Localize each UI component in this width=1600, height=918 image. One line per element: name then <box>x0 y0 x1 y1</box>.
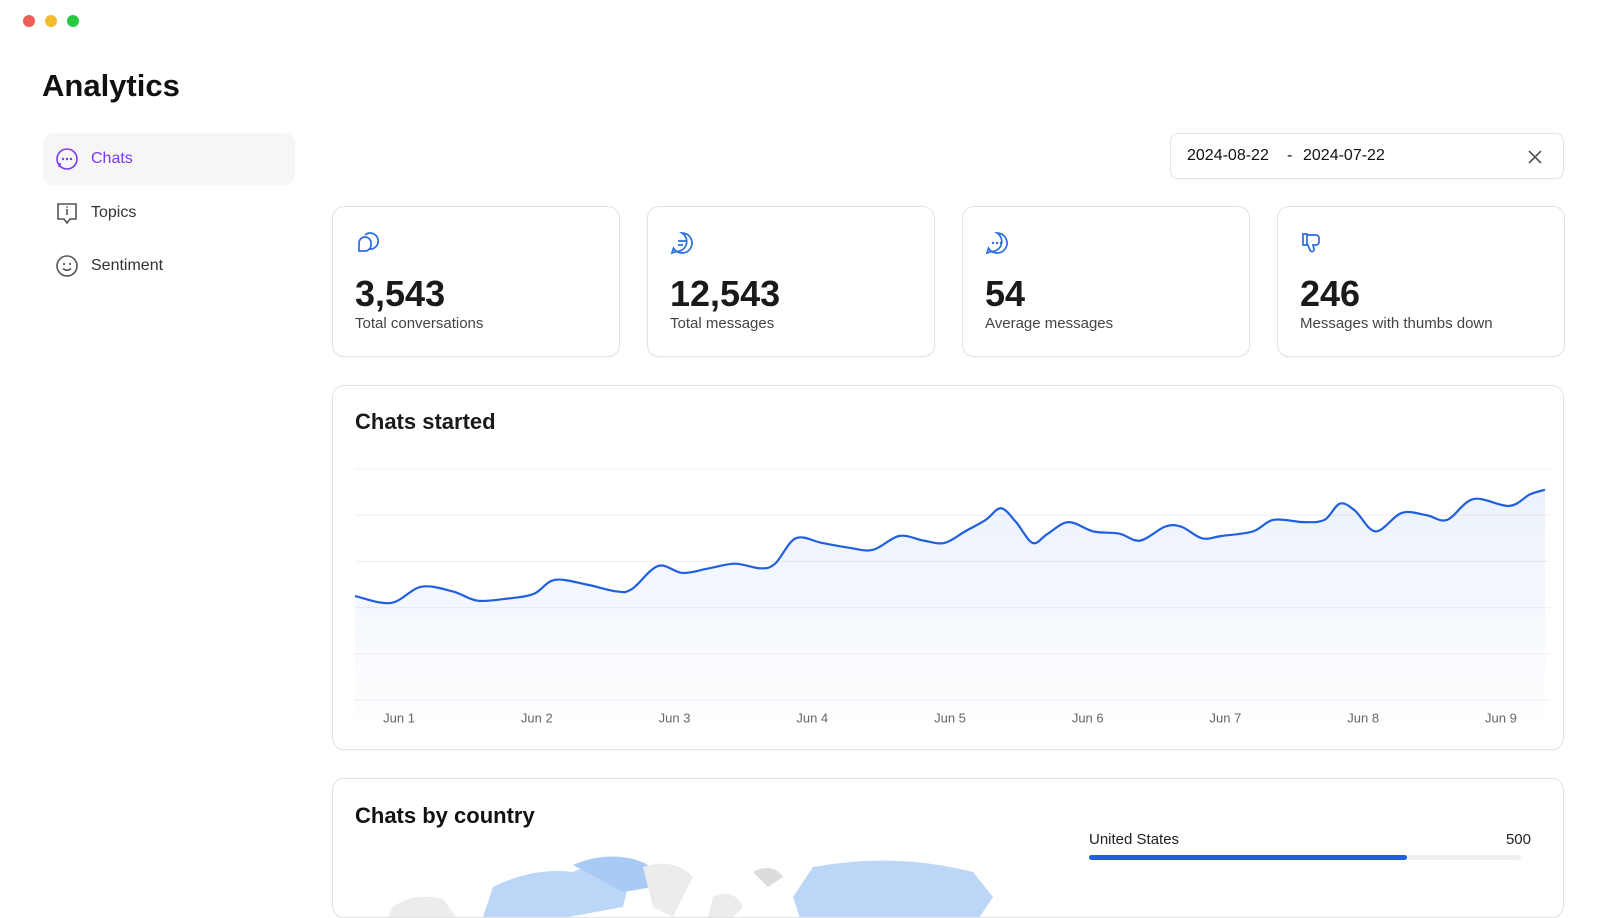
date-range[interactable]: 2024-08-22 - 2024-07-22 <box>1170 133 1564 179</box>
stat-label: Total conversations <box>355 315 484 332</box>
stat-label: Messages with thumbs down <box>1300 315 1493 332</box>
world-map <box>388 856 993 917</box>
chart-title: Chats started <box>355 409 496 434</box>
country-card: Chats by country United States 500 <box>332 778 1564 918</box>
nav-label: Chats <box>91 150 133 167</box>
date-end: 2024-07-22 <box>1303 147 1385 164</box>
stat-icon <box>985 232 1008 255</box>
nav-item[interactable]: Topics <box>43 187 295 239</box>
date-start: 2024-08-22 <box>1187 147 1269 164</box>
country-name: United States <box>1089 831 1180 848</box>
bar <box>1089 855 1407 860</box>
nav-label: Topics <box>91 203 137 221</box>
stat-label: Average messages <box>985 315 1114 332</box>
clear-icon[interactable] <box>1527 149 1543 165</box>
stat-value: 54 <box>985 273 1026 314</box>
nav-item[interactable]: Sentiment <box>43 240 295 292</box>
chart: Chats startedJun 1Jun 2Jun 3Jun 4Jun 5Ju… <box>354 409 1550 725</box>
stat-icon <box>1302 233 1320 253</box>
stat-icon <box>358 232 379 252</box>
window-controls <box>22 14 92 33</box>
nav-icon <box>56 148 78 170</box>
date-separator: - <box>1287 147 1293 164</box>
stat-value: 12,543 <box>670 273 781 314</box>
nav-icon <box>57 202 77 224</box>
page-title: Analytics <box>42 68 180 103</box>
country-title: Chats by country <box>355 803 535 828</box>
stat-card: 246 Messages with thumbs down <box>1277 206 1565 357</box>
chart-card: Chats startedJun 1Jun 2Jun 3Jun 4Jun 5Ju… <box>332 385 1564 750</box>
stat-card: 54 Average messages <box>962 206 1250 357</box>
stat-value: 3,543 <box>355 273 446 314</box>
country-value: 500 <box>1505 831 1531 848</box>
nav-item[interactable]: Chats <box>43 133 295 185</box>
stat-icon <box>670 232 693 255</box>
stat-card: 3,543 Total conversations <box>332 206 620 357</box>
stat-value: 246 <box>1300 273 1361 314</box>
area <box>355 489 1545 720</box>
nav-icon <box>56 255 78 277</box>
line <box>354 488 1546 605</box>
stat-label: Total messages <box>670 315 775 332</box>
traffic-lights[interactable] <box>22 14 92 28</box>
stat-card: 12,543 Total messages <box>647 206 935 357</box>
nav-label: Sentiment <box>91 257 164 274</box>
